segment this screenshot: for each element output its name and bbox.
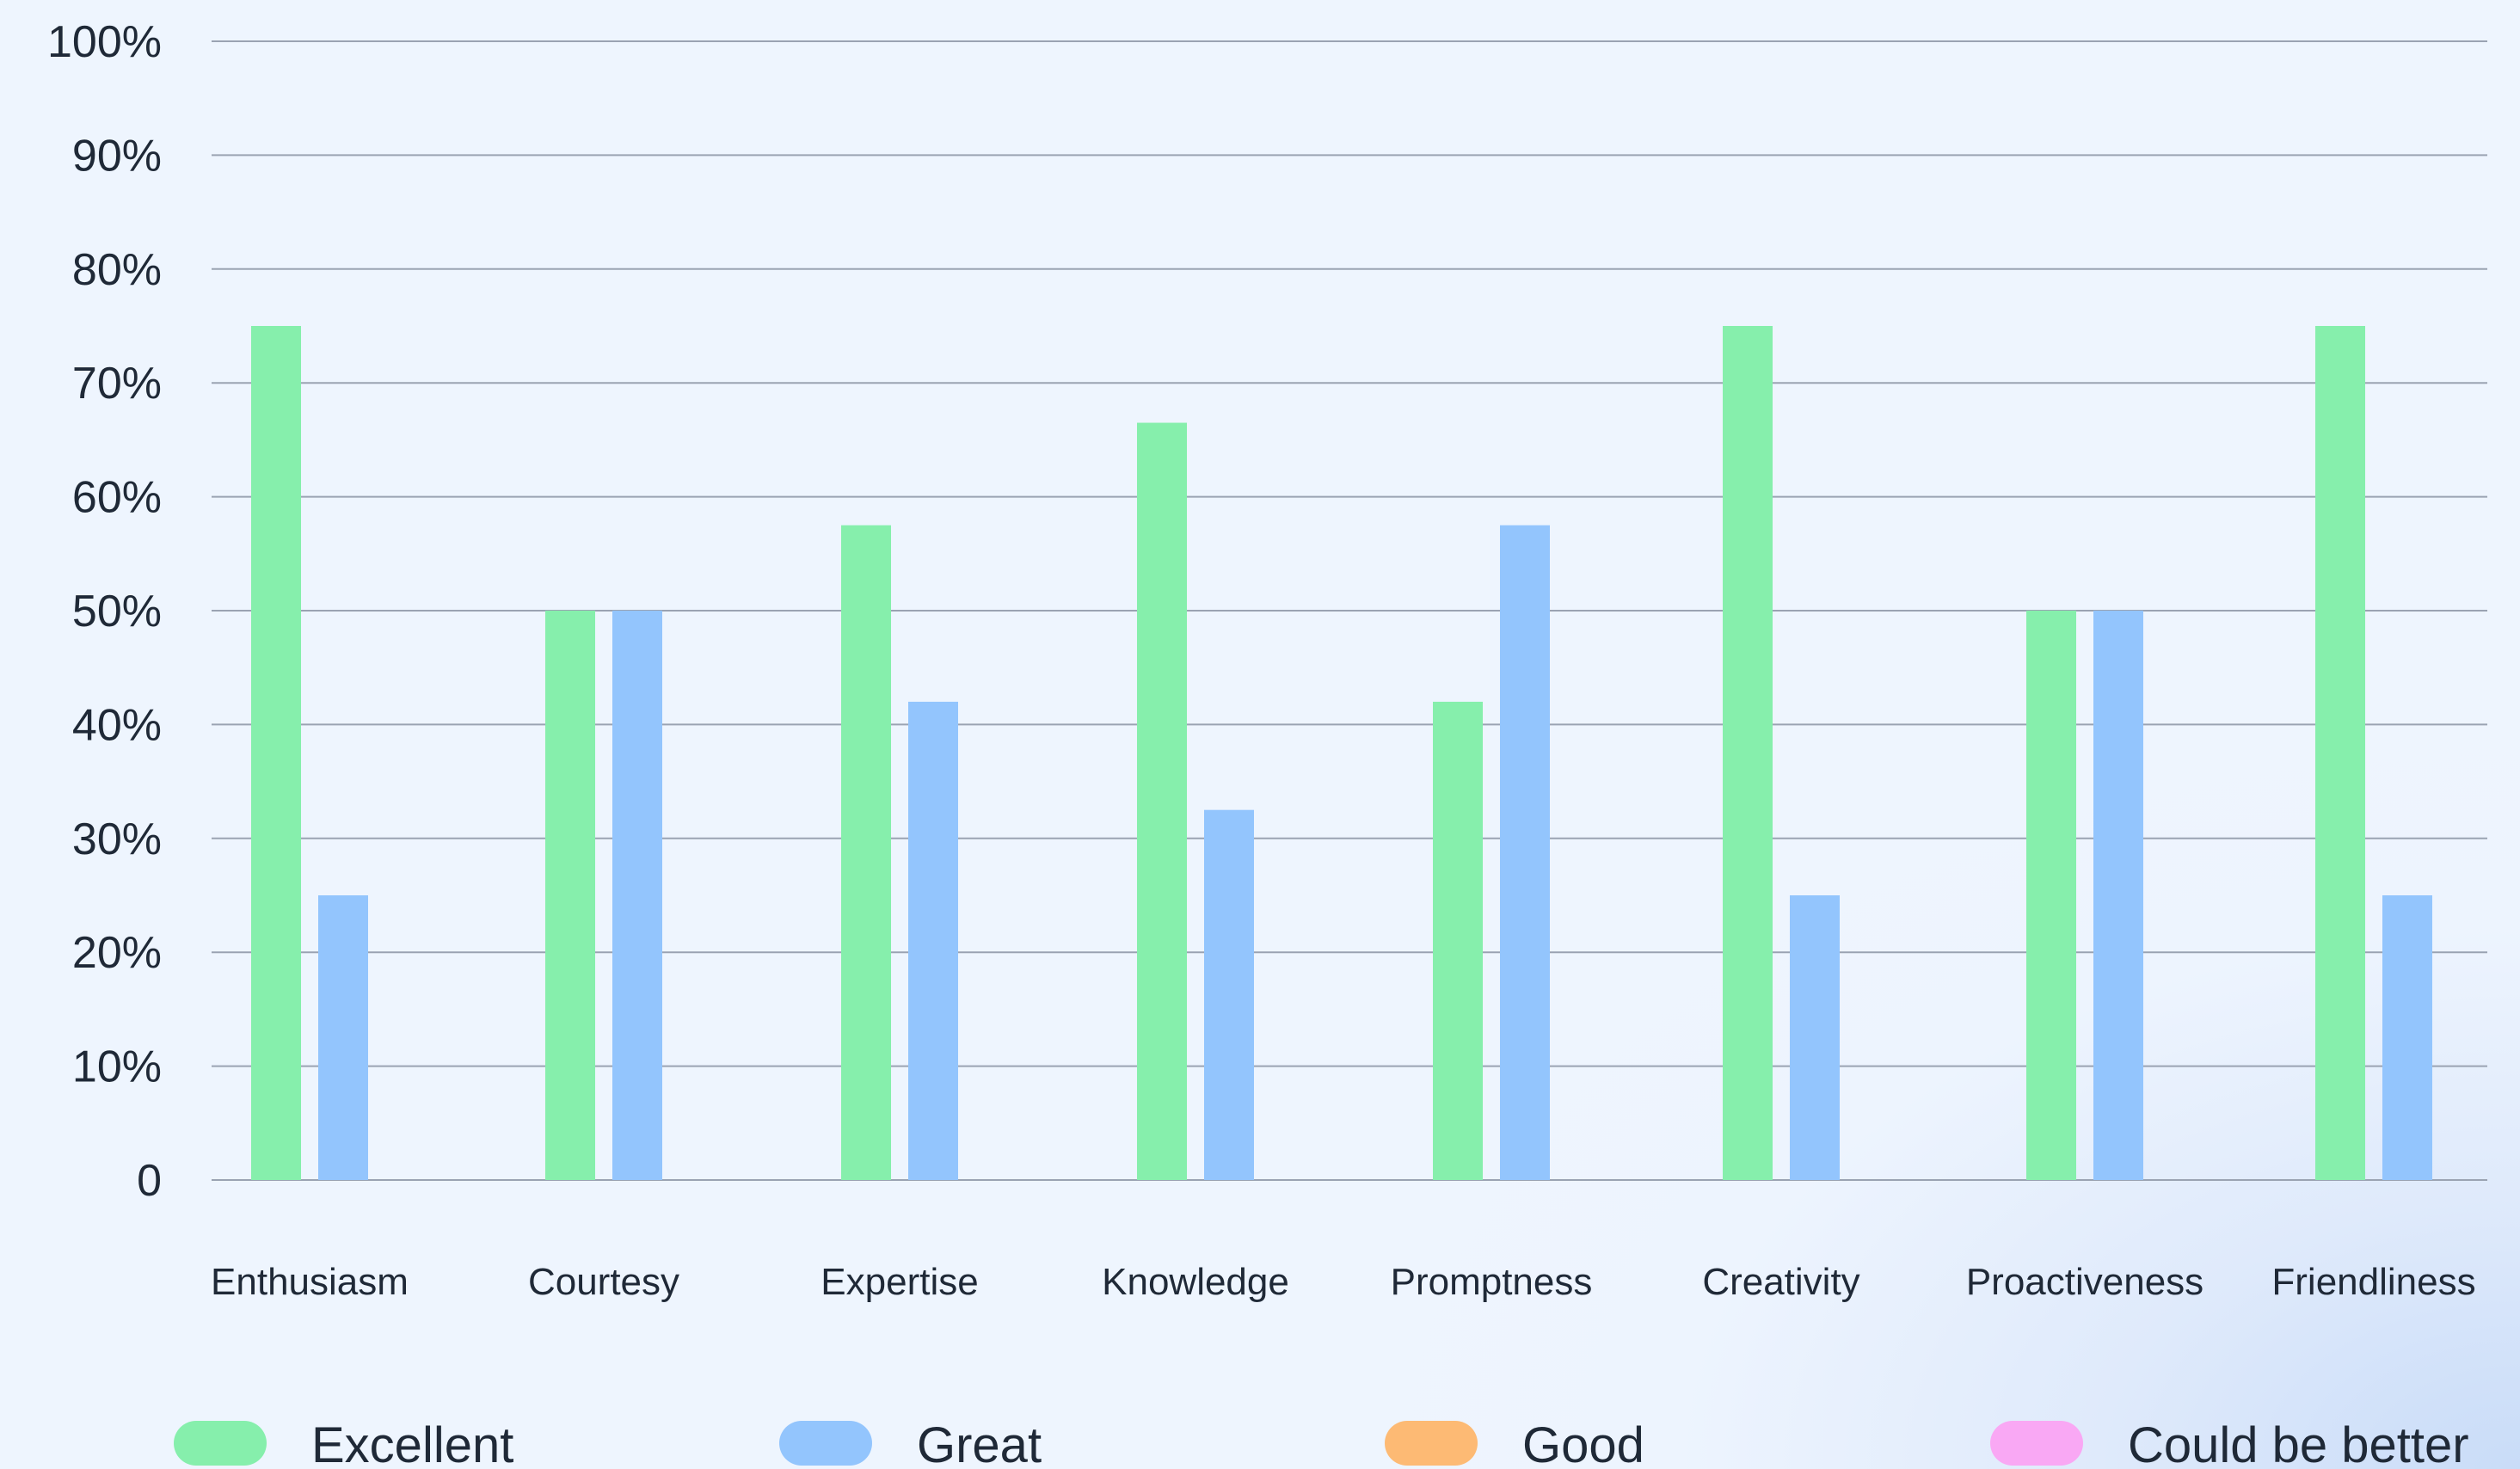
y-tick-label: 80%	[72, 245, 162, 295]
bar-excellent-promptness	[1433, 701, 1483, 1180]
y-tick-label: 0	[137, 1156, 162, 1206]
x-tick-label: Enthusiasm	[211, 1261, 409, 1303]
x-tick-label: Courtesy	[528, 1261, 679, 1303]
legend-label: Great	[917, 1417, 1042, 1469]
bar-excellent-creativity	[1723, 326, 1773, 1180]
legend-label: Good	[1522, 1417, 1644, 1469]
y-tick-label: 90%	[72, 131, 162, 181]
legend-swatch-excellent	[174, 1421, 267, 1466]
bar-great-creativity	[1790, 895, 1840, 1180]
legend: Excellent Great Good Could be better	[174, 1417, 2469, 1469]
bar-great-courtesy	[612, 611, 662, 1180]
x-tick-label: Proactiveness	[1966, 1261, 2203, 1303]
bar-great-promptness	[1500, 525, 1550, 1180]
x-tick-label: Creativity	[1702, 1261, 1859, 1303]
y-tick-label: 70%	[72, 359, 162, 409]
y-tick-label: 40%	[72, 700, 162, 750]
legend-swatch-good	[1385, 1421, 1478, 1466]
x-tick-label: Friendliness	[2271, 1261, 2475, 1303]
bar-great-friendliness	[2382, 895, 2432, 1180]
y-tick-label: 50%	[72, 587, 162, 636]
y-tick-label: 20%	[72, 928, 162, 978]
y-tick-label: 10%	[72, 1042, 162, 1092]
y-tick-label: 30%	[72, 814, 162, 864]
x-axis-ticks: Enthusiasm Courtesy Expertise Knowledge Prom…	[211, 1261, 2476, 1303]
bar-excellent-expertise	[841, 525, 891, 1180]
bar-great-knowledge	[1204, 809, 1254, 1180]
x-tick-label: Expertise	[821, 1261, 978, 1303]
bars	[251, 326, 2432, 1180]
bar-great-enthusiasm	[318, 895, 368, 1180]
legend-label: Could be better	[2128, 1417, 2469, 1469]
bar-excellent-courtesy	[545, 611, 595, 1180]
y-tick-label: 100%	[47, 17, 162, 67]
bar-great-proactiveness	[2093, 611, 2143, 1180]
legend-swatch-great	[779, 1421, 872, 1466]
bar-excellent-knowledge	[1137, 422, 1187, 1180]
y-tick-label: 60%	[72, 473, 162, 523]
y-axis-ticks: 0 10% 20% 30% 40% 50% 60% 70% 80% 90% 100%	[47, 17, 162, 1206]
x-tick-label: Knowledge	[1102, 1261, 1289, 1303]
bar-excellent-enthusiasm	[251, 326, 301, 1180]
bar-excellent-friendliness	[2315, 326, 2365, 1180]
legend-swatch-could-be-better	[1990, 1421, 2083, 1466]
x-tick-label: Promptness	[1391, 1261, 1593, 1303]
bar-great-expertise	[908, 701, 958, 1180]
bar-excellent-proactiveness	[2026, 611, 2076, 1180]
legend-label: Excellent	[311, 1417, 513, 1469]
